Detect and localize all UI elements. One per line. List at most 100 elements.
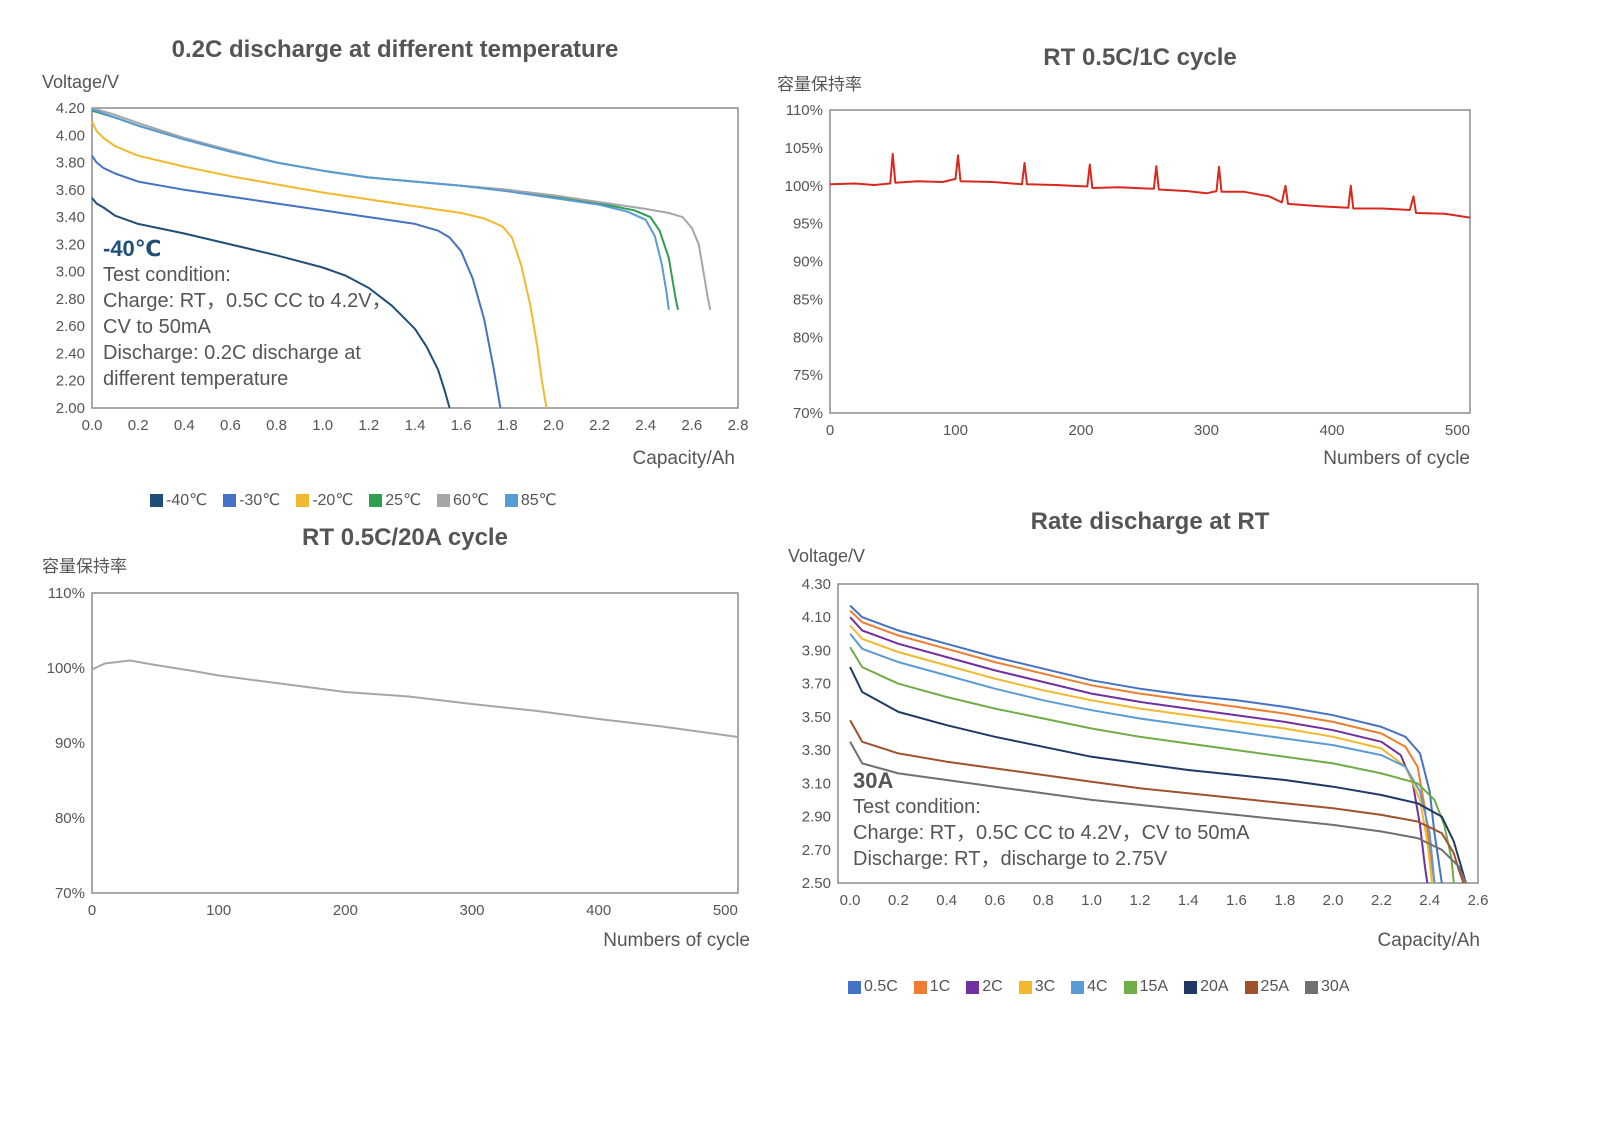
legend-item: -40℃ [150, 490, 207, 510]
legend-label: -30℃ [239, 492, 281, 509]
legend-swatch [437, 493, 451, 507]
series-line-3 [91, 121, 548, 409]
legend-swatch [1071, 980, 1085, 994]
annotation-tag: 30A [853, 768, 894, 793]
x-tick-label: 1.4 [405, 417, 426, 434]
legend-label: -20℃ [312, 492, 354, 509]
y-tick-label: 3.80 [56, 155, 85, 172]
series-line-1 [829, 152, 1471, 219]
x-tick-label: 2.4 [1419, 892, 1440, 909]
chart4-plot: 2.50 2.70 2.90 3.10 3.30 3.50 3.70 3.90 4.10 4.30… [802, 576, 1489, 909]
annotation-line: Discharge: 0.2C discharge at [103, 342, 361, 364]
y-tick-label: 2.70 [802, 842, 831, 859]
y-tick-label: 3.20 [56, 236, 85, 253]
chart4-annotation: 30A Test condition: Charge: RT，0.5C CC t… [853, 768, 1249, 872]
x-tick-label: 0 [826, 422, 834, 439]
legend-label: 30A [1321, 978, 1350, 995]
x-tick-label: 2.2 [589, 417, 610, 434]
series-line-2 [849, 609, 1436, 884]
x-tick-label: 2.2 [1371, 892, 1392, 909]
y-tick-label: 80% [55, 810, 85, 827]
legend-label: 25℃ [385, 492, 422, 509]
chart3-plot: 70% 80% 90% 100% 110% 0 100 200 300 400 500 [47, 585, 739, 919]
y-tick-label: 95% [793, 216, 823, 233]
chart1-plot: 2.00 2.20 2.40 2.60 2.80 3.00 3.20 3.40 3.60 3.80… [56, 100, 749, 434]
x-tick-label: 0.8 [1033, 892, 1054, 909]
chart4-title: Rate discharge at RT [1030, 508, 1270, 535]
y-tick-label: 110% [48, 585, 85, 602]
legend-label: 1C [929, 978, 951, 995]
x-tick-label: 1.8 [497, 417, 518, 434]
annotation-line: Test condition: [853, 796, 981, 818]
legend-swatch [1018, 980, 1032, 994]
legend-swatch [848, 980, 861, 994]
x-tick-label: 0.0 [840, 892, 861, 909]
x-tick-label: 0.8 [266, 417, 287, 434]
y-tick-label: 4.30 [802, 576, 831, 593]
legend-item: 1C [913, 978, 951, 996]
x-tick-label: 0.2 [128, 417, 149, 434]
legend-label: 2C [982, 978, 1003, 995]
y-tick-label: 105% [785, 140, 823, 157]
legend-item: 4C [1071, 978, 1108, 996]
y-tick-label: 70% [793, 405, 823, 422]
legend-label: 4C [1087, 978, 1108, 995]
y-tick-label: 2.50 [802, 875, 831, 892]
legend-item: -20℃ [296, 490, 353, 510]
legend-item: 0.5C [848, 978, 898, 996]
chart2-ylabel: 容量保持率 [777, 75, 862, 94]
legend-item: 30A [1305, 978, 1349, 996]
legend-swatch [296, 493, 310, 507]
plot-frame [829, 109, 1471, 414]
legend-swatch [150, 493, 163, 507]
legend-swatch [1123, 980, 1137, 994]
series-line-4 [849, 624, 1434, 884]
x-tick-label: 1.2 [1129, 892, 1150, 909]
x-tick-label: 1.0 [312, 417, 333, 434]
y-tick-label: 4.20 [56, 100, 85, 117]
legend-label: 0.5C [864, 978, 898, 995]
series-line-1 [91, 659, 739, 738]
x-tick-label: 2.4 [635, 417, 656, 434]
y-tick-label: 3.60 [56, 182, 85, 199]
y-tick-label: 3.40 [56, 209, 85, 226]
annotation-line: Discharge: RT，discharge to 2.75V [853, 848, 1168, 870]
legend-swatch [966, 980, 980, 994]
chart1-title: 0.2C discharge at different temperature [171, 36, 619, 63]
annotation-line: Charge: RT，0.5C CC to 4.2V， [103, 290, 392, 312]
y-tick-label: 3.00 [56, 264, 85, 281]
chart1-legend: -40℃ -30℃ -20℃ 25℃ 60℃ 85℃ [150, 490, 557, 510]
x-tick-label: 0.4 [936, 892, 957, 909]
chart2-xlabel: Numbers of cycle [1323, 448, 1470, 469]
chart1-ylabel: Voltage/V [42, 72, 120, 92]
legend-label: -40℃ [166, 492, 208, 509]
x-tick-label: 1.6 [1226, 892, 1247, 909]
legend-item: 25℃ [369, 490, 421, 510]
y-tick-label: 2.00 [56, 400, 85, 417]
legend-label: 15A [1139, 978, 1169, 995]
x-tick-label: 200 [333, 902, 358, 919]
legend-item: 60℃ [437, 490, 489, 510]
chart1-xlabel: Capacity/Ah [632, 448, 735, 469]
x-tick-label: 0.6 [220, 417, 241, 434]
y-tick-label: 2.60 [56, 318, 85, 335]
x-tick-label: 0.6 [985, 892, 1006, 909]
chart4-legend: 0.5C 1C 2C 3C 4C 15A 20A 25A 30A [848, 978, 1349, 996]
series-line-1 [849, 604, 1443, 884]
legend-item: -30℃ [223, 490, 280, 510]
plot-frame [91, 592, 739, 894]
series-line-5 [91, 107, 712, 311]
y-tick-label: 2.80 [56, 291, 85, 308]
chart2-plot: 70% 75% 80% 85% 90% 95% 100% 105% 110% 0 100 200 300… [785, 102, 1471, 439]
y-tick-label: 85% [793, 291, 823, 308]
legend-swatch [504, 493, 518, 507]
x-tick-label: 500 [713, 902, 738, 919]
y-tick-label: 3.30 [802, 742, 831, 759]
annotation-tag: -40℃ [103, 236, 162, 261]
chart4-ylabel: Voltage/V [788, 546, 866, 566]
legend-swatch [223, 493, 237, 507]
x-tick-label: 2.6 [681, 417, 702, 434]
x-tick-label: 0.0 [82, 417, 103, 434]
x-tick-label: 2.8 [728, 417, 749, 434]
series-line-6 [91, 108, 670, 310]
